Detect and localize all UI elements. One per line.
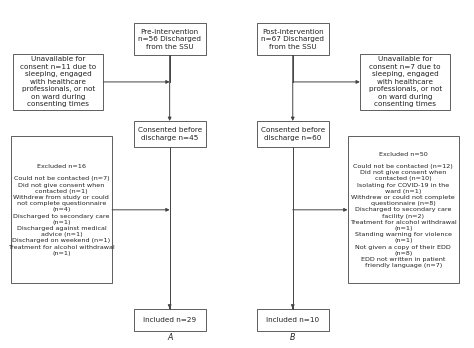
Text: Unavailable for
consent n=7 due to
sleeping, engaged
with healthcare
professiona: Unavailable for consent n=7 due to sleep…: [368, 56, 442, 108]
Text: Unavailable for
consent n=11 due to
sleeping, engaged
with healthcare
profession: Unavailable for consent n=11 due to slee…: [20, 56, 96, 108]
FancyBboxPatch shape: [347, 136, 459, 283]
Text: Excluded n=50

Could not be contacted (n=12)
Did not give consent when
contacted: Excluded n=50 Could not be contacted (n=…: [350, 151, 456, 268]
FancyBboxPatch shape: [360, 54, 450, 110]
Text: Pre-intervention
n=56 Discharged
from the SSU: Pre-intervention n=56 Discharged from th…: [138, 29, 201, 50]
Text: Included n=29: Included n=29: [143, 317, 196, 323]
FancyBboxPatch shape: [134, 23, 206, 55]
FancyBboxPatch shape: [13, 54, 103, 110]
Text: Consented before
discharge n=45: Consented before discharge n=45: [137, 127, 202, 141]
FancyBboxPatch shape: [134, 121, 206, 147]
FancyBboxPatch shape: [11, 136, 112, 283]
Text: Post-intervention
n=67 Discharged
from the SSU: Post-intervention n=67 Discharged from t…: [261, 29, 324, 50]
FancyBboxPatch shape: [257, 121, 329, 147]
Text: Included n=10: Included n=10: [266, 317, 319, 323]
Text: A: A: [167, 333, 173, 342]
FancyBboxPatch shape: [134, 309, 206, 331]
FancyBboxPatch shape: [257, 23, 329, 55]
Text: Excluded n=16

Could not be contacted (n=7)
Did not give consent when
contacted : Excluded n=16 Could not be contacted (n=…: [8, 164, 115, 256]
Text: B: B: [290, 333, 295, 342]
Text: Consented before
discharge n=60: Consented before discharge n=60: [261, 127, 325, 141]
FancyBboxPatch shape: [257, 309, 329, 331]
